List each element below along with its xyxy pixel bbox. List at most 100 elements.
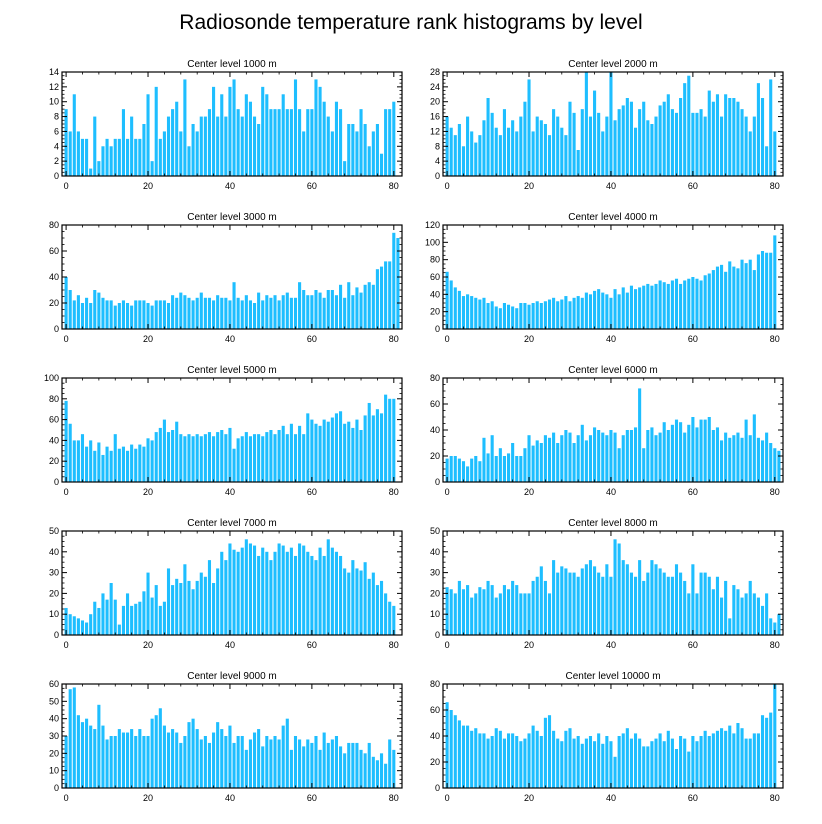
- bar: [252, 434, 257, 482]
- bar: [449, 710, 453, 788]
- bar: [670, 738, 674, 788]
- bar: [539, 443, 543, 482]
- bar: [216, 116, 220, 176]
- panel-title: Center level 2000 m: [568, 59, 658, 70]
- bar: [625, 430, 629, 482]
- bar: [171, 430, 175, 482]
- y-tick-label: 40: [49, 714, 59, 724]
- x-tick-label: 40: [225, 334, 235, 344]
- y-tick-label: 80: [430, 373, 440, 383]
- bar: [326, 421, 330, 482]
- bar: [490, 301, 494, 329]
- bar: [736, 268, 740, 329]
- y-tick-label: 0: [435, 324, 440, 334]
- bar: [384, 109, 388, 176]
- bar: [302, 290, 306, 329]
- bar: [68, 290, 72, 329]
- bar: [609, 297, 613, 329]
- bar: [580, 297, 584, 329]
- bar: [334, 551, 339, 635]
- bar: [89, 303, 93, 329]
- x-tick-label: 80: [389, 640, 399, 650]
- bar: [265, 736, 269, 788]
- bar: [674, 419, 679, 482]
- bar: [597, 430, 601, 482]
- bar: [617, 294, 621, 329]
- bar: [85, 446, 89, 482]
- bar: [273, 434, 277, 482]
- bar: [486, 98, 490, 176]
- bar: [715, 576, 720, 635]
- y-tick-label: 100: [425, 237, 440, 247]
- bar: [642, 101, 646, 176]
- bar: [207, 432, 212, 482]
- x-tick-label: 40: [225, 793, 235, 803]
- bar: [273, 109, 277, 176]
- bar: [711, 430, 715, 482]
- bar: [72, 94, 76, 176]
- bar: [343, 297, 347, 329]
- bar: [765, 252, 769, 329]
- bar: [744, 263, 748, 329]
- bar: [293, 79, 298, 176]
- bar: [207, 560, 212, 635]
- bar: [617, 109, 621, 176]
- bar: [388, 601, 392, 635]
- bar: [289, 749, 293, 788]
- bar: [633, 576, 638, 635]
- bar: [752, 733, 756, 788]
- bar: [621, 435, 625, 482]
- bar: [683, 432, 687, 482]
- bar: [257, 555, 261, 635]
- plot-frame: [61, 530, 403, 636]
- bar: [334, 101, 339, 176]
- bar: [261, 746, 265, 788]
- bar: [318, 86, 322, 176]
- bar: [240, 300, 244, 329]
- bar: [502, 456, 506, 482]
- bar: [461, 725, 466, 788]
- bar: [580, 424, 584, 482]
- bar: [64, 109, 68, 176]
- bar: [576, 296, 580, 329]
- bar: [138, 300, 142, 329]
- bar: [568, 101, 572, 176]
- bar: [326, 116, 330, 176]
- bar: [179, 131, 183, 176]
- bar: [736, 723, 740, 788]
- bar: [183, 295, 187, 329]
- bar: [187, 580, 191, 635]
- bar: [224, 560, 228, 635]
- bar: [642, 580, 646, 635]
- bar: [134, 736, 138, 788]
- bar: [339, 284, 343, 329]
- bar: [93, 290, 97, 329]
- bar: [269, 297, 273, 329]
- y-tick-label: 60: [49, 415, 59, 425]
- bar: [80, 138, 85, 176]
- bar: [302, 545, 306, 635]
- panel-2: Center level 2000 m 0 4 8 12 16 20 24 28 0 20 40 60 8…: [430, 59, 784, 191]
- bar: [277, 300, 281, 329]
- bar: [568, 572, 572, 635]
- bar: [453, 715, 457, 788]
- bar: [101, 146, 105, 176]
- bar: [199, 292, 203, 329]
- y-tick-label: 20: [49, 748, 59, 758]
- bar: [158, 605, 162, 635]
- bar: [724, 730, 728, 788]
- plot-frame: [442, 530, 784, 636]
- bar: [502, 109, 506, 176]
- bar: [556, 572, 560, 635]
- bar: [707, 273, 711, 329]
- bar: [154, 585, 158, 635]
- x-tick-label: 60: [307, 181, 317, 191]
- bar: [121, 300, 125, 329]
- bar: [76, 131, 80, 176]
- bar: [277, 109, 281, 176]
- bar: [576, 576, 580, 635]
- bar: [654, 435, 658, 482]
- bar: [195, 580, 199, 635]
- bar: [535, 576, 539, 635]
- bar: [584, 738, 588, 788]
